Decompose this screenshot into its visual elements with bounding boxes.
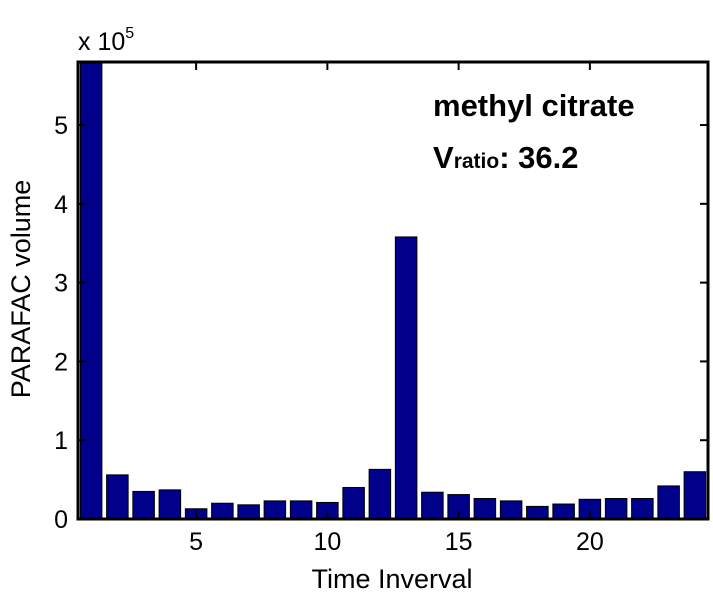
- bar-11: [342, 486, 365, 520]
- annotation-ratio: Vratio: 36.2: [433, 140, 578, 175]
- y-tick-label: 3: [54, 270, 68, 298]
- bars-group: [79, 61, 707, 520]
- bar-14: [421, 491, 444, 520]
- bar-18: [526, 505, 549, 520]
- bar-1: [79, 61, 103, 520]
- x-axis-title: Time Inverval: [311, 564, 472, 594]
- y-tick-label: 4: [54, 191, 68, 219]
- annotation-ratio-value: : 36.2: [499, 140, 578, 175]
- x-tick-label: 20: [576, 528, 604, 556]
- x-tick-label: 5: [189, 528, 203, 556]
- bar-19: [552, 503, 575, 520]
- bar-2: [106, 474, 129, 520]
- x-tick-label: 10: [313, 528, 341, 556]
- bar-6: [211, 502, 234, 520]
- bar-16: [473, 498, 497, 520]
- annotation-compound: methyl citrate: [433, 88, 635, 123]
- y-axis-ticks: 0 1 2 3 4 5: [54, 112, 708, 534]
- x-axis-ticks: 5 10 15 20: [189, 62, 604, 556]
- y-axis-title: PARAFAC volume: [6, 180, 36, 399]
- bar-21: [604, 498, 628, 520]
- y-exponent-power: 5: [125, 25, 134, 42]
- axes-frame: [76, 60, 710, 521]
- y-exponent-label: x 105: [78, 25, 134, 56]
- annotation-ratio-sub: ratio: [454, 150, 500, 173]
- bar-13: [394, 236, 418, 520]
- bar-7: [237, 504, 260, 520]
- bar-9: [289, 500, 313, 520]
- bar-23: [657, 485, 680, 520]
- x-tick-label: 15: [445, 528, 473, 556]
- y-tick-label: 5: [54, 112, 68, 140]
- bar-22: [631, 498, 654, 520]
- y-tick-label: 1: [54, 427, 68, 455]
- bar-4: [158, 489, 182, 520]
- y-tick-label: 0: [54, 506, 68, 534]
- bar-17: [499, 500, 523, 520]
- y-tick-label: 2: [54, 348, 68, 376]
- bar-3: [132, 490, 155, 520]
- bar-12: [368, 468, 392, 520]
- bar-8: [263, 500, 287, 520]
- bar-24: [683, 471, 707, 520]
- annotation-ratio-main: V: [433, 140, 454, 175]
